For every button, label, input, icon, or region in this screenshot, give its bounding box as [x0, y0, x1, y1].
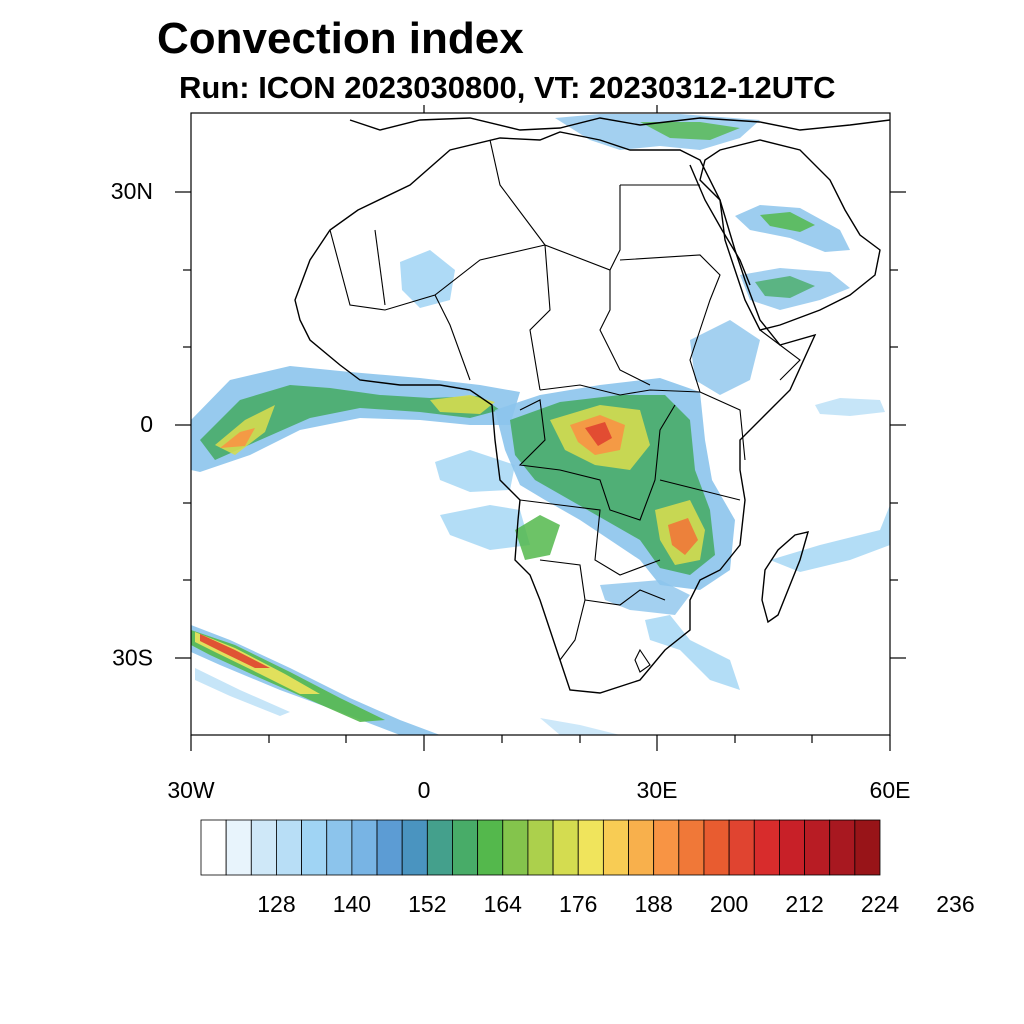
arabia-coastline: [699, 139, 881, 331]
red-sea-coastline: [689, 164, 751, 286]
convection-area: [200, 634, 270, 668]
colorbar-swatch: [452, 819, 479, 876]
chart-subtitle: Run: ICON 2023030800, VT: 20230312-12UTC: [179, 70, 836, 105]
colorbar-swatch: [326, 819, 353, 876]
colorbar-swatch: [728, 819, 755, 876]
convection-area: [200, 385, 500, 460]
lon-label: 30W: [167, 777, 215, 803]
colorbar-swatch: [577, 819, 604, 876]
colorbar-tick-label: 176: [559, 891, 597, 917]
border: [374, 229, 386, 306]
border: [539, 559, 586, 661]
colorbar-swatch: [225, 819, 252, 876]
colorbar-swatch: [200, 819, 227, 876]
convection-area: [540, 718, 620, 735]
convection-area: [220, 428, 255, 448]
border: [619, 254, 721, 393]
border: [699, 391, 746, 461]
convection-area: [770, 505, 890, 572]
colorbar-swatch: [401, 819, 428, 876]
colorbar-swatch: [250, 819, 277, 876]
chart-title: Convection index: [157, 14, 524, 63]
colorbar-tick-label: 200: [710, 891, 748, 917]
colorbar-tick-label: 140: [333, 891, 371, 917]
border: [329, 229, 546, 311]
convection-area: [640, 122, 740, 140]
convection-area: [600, 580, 690, 615]
country-borders: [329, 139, 801, 673]
convection-area: [760, 212, 815, 232]
convection-area: [191, 625, 440, 735]
colorbar-swatch: [854, 819, 881, 876]
border: [584, 589, 666, 606]
europe-coastline: [349, 117, 890, 131]
lon-label: 0: [418, 777, 431, 803]
colorbar-swatch: [628, 819, 655, 876]
border: [519, 499, 661, 576]
colorbar-swatch: [804, 819, 831, 876]
convection-area: [440, 505, 530, 550]
convection-area: [430, 395, 495, 414]
colorbar-swatch: [351, 819, 378, 876]
colorbar-swatch: [502, 819, 529, 876]
lat-label: 30N: [111, 178, 153, 204]
longitude-labels: 30W 0 30E 60E: [167, 777, 910, 803]
convection-area: [435, 450, 515, 492]
border: [599, 270, 651, 386]
colorbar: [200, 819, 881, 876]
colorbar-swatch: [426, 819, 453, 876]
coastlines: [294, 117, 890, 694]
convection-area: [815, 398, 885, 416]
lon-label: 60E: [870, 777, 911, 803]
axis-ticks: [175, 105, 906, 751]
border: [539, 384, 701, 396]
colorbar-swatch: [301, 819, 328, 876]
colorbar-swatch: [477, 819, 504, 876]
madagascar-coastline: [761, 531, 809, 624]
border: [759, 329, 801, 381]
colorbar-swatch: [653, 819, 680, 876]
lat-label: 30S: [112, 644, 153, 670]
colorbar-swatch: [703, 819, 730, 876]
colorbar-tick-label: 152: [408, 891, 446, 917]
convection-area: [400, 250, 455, 308]
colorbar-tick-label: 188: [634, 891, 672, 917]
colorbar-swatch: [376, 819, 403, 876]
border: [489, 139, 621, 271]
convection-area: [690, 320, 760, 395]
border: [434, 294, 471, 381]
colorbar-tick-label: 212: [785, 891, 823, 917]
lon-label: 30E: [637, 777, 678, 803]
convection-area: [515, 515, 560, 560]
map-frame: [190, 112, 891, 736]
colorbar-tick-label: 128: [257, 891, 295, 917]
convection-area: [195, 668, 290, 716]
convection-field: [191, 114, 890, 735]
colorbar-swatch: [552, 819, 579, 876]
colorbar-swatch: [276, 819, 302, 876]
lat-label: 0: [140, 411, 153, 437]
convection-area: [668, 518, 698, 555]
convection-area: [645, 615, 740, 690]
colorbar-swatch: [527, 819, 554, 876]
latitude-labels: 30N 0 30S: [111, 178, 153, 671]
africa-coastline: [294, 131, 817, 694]
colorbar-tick-label: 164: [484, 891, 523, 917]
colorbar-swatch: [678, 819, 705, 876]
convection-area: [755, 276, 815, 298]
convection-area: [585, 422, 612, 446]
colorbar-swatch: [602, 819, 629, 876]
border: [634, 648, 651, 673]
colorbar-labels: 128 140 152 164 176 188 200 212 224 236: [257, 891, 974, 917]
colorbar-swatch: [753, 819, 780, 876]
convection-area: [555, 114, 760, 150]
colorbar-swatch: [829, 819, 856, 876]
colorbar-tick-label: 224: [861, 891, 900, 917]
colorbar-tick-label: 236: [936, 891, 974, 917]
border: [518, 399, 676, 521]
border: [529, 244, 551, 391]
border: [659, 479, 741, 501]
colorbar-swatch: [779, 819, 805, 876]
